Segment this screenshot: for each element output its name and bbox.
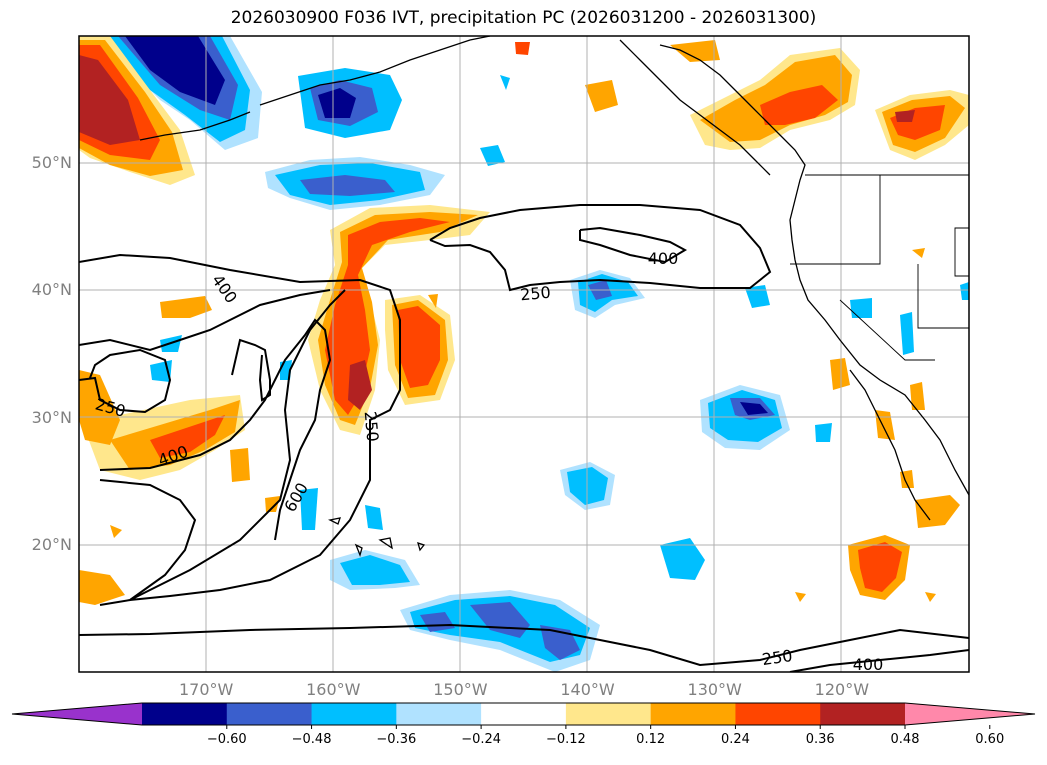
contour-label: 250 xyxy=(519,283,551,305)
pc-positive-region xyxy=(230,448,250,482)
pc-negative-region xyxy=(420,612,455,632)
pc-negative-region xyxy=(480,145,505,166)
colorbar-segment xyxy=(481,703,567,725)
colorbar-segment xyxy=(735,703,821,725)
lat-label: 30°N xyxy=(31,407,72,427)
contour-label: 400 xyxy=(208,271,241,307)
colorbar-tick-label: −0.12 xyxy=(545,732,586,747)
pc-negative-region xyxy=(300,488,318,530)
pc-positive-region xyxy=(670,40,720,62)
pc-positive-region xyxy=(79,55,140,145)
map-frame xyxy=(78,35,970,673)
pc-negative-region xyxy=(745,285,770,308)
colorbar-segment xyxy=(226,703,313,725)
contour-label: 400 xyxy=(648,249,679,268)
colorbar-extension-low xyxy=(12,703,142,725)
state-borders xyxy=(790,174,969,361)
lon-label: 160°W xyxy=(306,680,361,699)
pc-positive-region xyxy=(160,296,212,318)
colorbar-tick-label: −0.60 xyxy=(206,732,247,747)
pc-positive-region xyxy=(895,110,915,122)
pc-negative-region xyxy=(740,402,768,415)
pc-positive-region xyxy=(925,592,936,602)
pc-negative-region xyxy=(500,75,510,90)
pc-positive-region xyxy=(79,370,120,445)
colorbar-tick-label: −0.36 xyxy=(376,732,417,747)
pc-negative-region xyxy=(365,505,383,530)
colorbar-segment xyxy=(142,703,228,725)
pc-positive-region xyxy=(79,570,125,605)
pc-negative-region xyxy=(960,282,969,300)
lon-label: 150°W xyxy=(433,680,488,699)
colorbar-tick-label: 0.60 xyxy=(975,732,1005,747)
pc-negative-region xyxy=(300,175,395,196)
colorbar xyxy=(11,702,1036,729)
pc-negative-region xyxy=(815,423,832,442)
colorbar-segment xyxy=(820,703,906,725)
colorbar-segment xyxy=(396,703,482,725)
lon-label: 130°W xyxy=(687,680,742,699)
colorbar-outline xyxy=(11,702,1036,726)
colorbar-tick-label: 0.12 xyxy=(636,732,666,747)
pc-positive-region xyxy=(515,42,530,55)
pc-positive-region xyxy=(428,294,438,308)
colorbar-tick-label: 0.48 xyxy=(890,732,920,747)
pc-positive-region xyxy=(110,525,122,538)
pc-negative-region xyxy=(125,36,225,105)
lat-label: 20°N xyxy=(31,534,72,554)
colorbar-extension-high xyxy=(905,703,1035,725)
pc-fill-layer xyxy=(79,36,969,672)
pc-positive-region xyxy=(915,495,960,528)
pc-positive-region xyxy=(265,496,280,512)
pc-positive-region xyxy=(830,358,850,390)
pc-positive-region xyxy=(795,592,806,602)
pc-positive-region xyxy=(348,360,372,410)
colorbar-tick-label: 0.36 xyxy=(805,732,835,747)
lon-label: 120°W xyxy=(814,680,870,699)
pc-positive-region xyxy=(910,382,925,410)
lat-label: 40°N xyxy=(31,280,72,300)
colorbar-tick-label: −0.24 xyxy=(461,732,502,747)
pc-positive-region xyxy=(398,306,440,388)
colorbar-segment xyxy=(311,703,397,725)
map-content: 400 250 400 600 250 250 400 250 400 xyxy=(79,36,969,674)
pc-positive-region xyxy=(585,80,618,112)
colorbar-segment xyxy=(565,703,652,725)
pc-negative-region xyxy=(318,88,356,118)
lon-label: 140°W xyxy=(560,680,615,699)
pc-positive-region xyxy=(858,542,902,592)
contour-label: 400 xyxy=(853,655,884,674)
lon-label: 170°W xyxy=(178,680,234,699)
pc-positive-region xyxy=(760,85,838,125)
pc-negative-region xyxy=(660,538,705,580)
pc-positive-region xyxy=(912,248,925,258)
pc-negative-region xyxy=(850,298,872,318)
colorbar-segment xyxy=(650,703,736,725)
colorbar-tick-label: 0.24 xyxy=(720,732,750,747)
coastlines xyxy=(139,36,969,558)
ivt-contours xyxy=(79,204,969,672)
pc-negative-region xyxy=(340,555,410,585)
colorbar-tick-label: −0.48 xyxy=(291,732,332,747)
plot-title: 2026030900 F036 IVT, precipitation PC (2… xyxy=(230,8,817,28)
contour-label: 250 xyxy=(361,410,383,442)
gridlines xyxy=(79,36,969,672)
pc-negative-region xyxy=(900,312,914,355)
pc-positive-region xyxy=(875,410,895,440)
lat-label: 50°N xyxy=(31,153,72,173)
contour-label: 250 xyxy=(761,646,794,669)
